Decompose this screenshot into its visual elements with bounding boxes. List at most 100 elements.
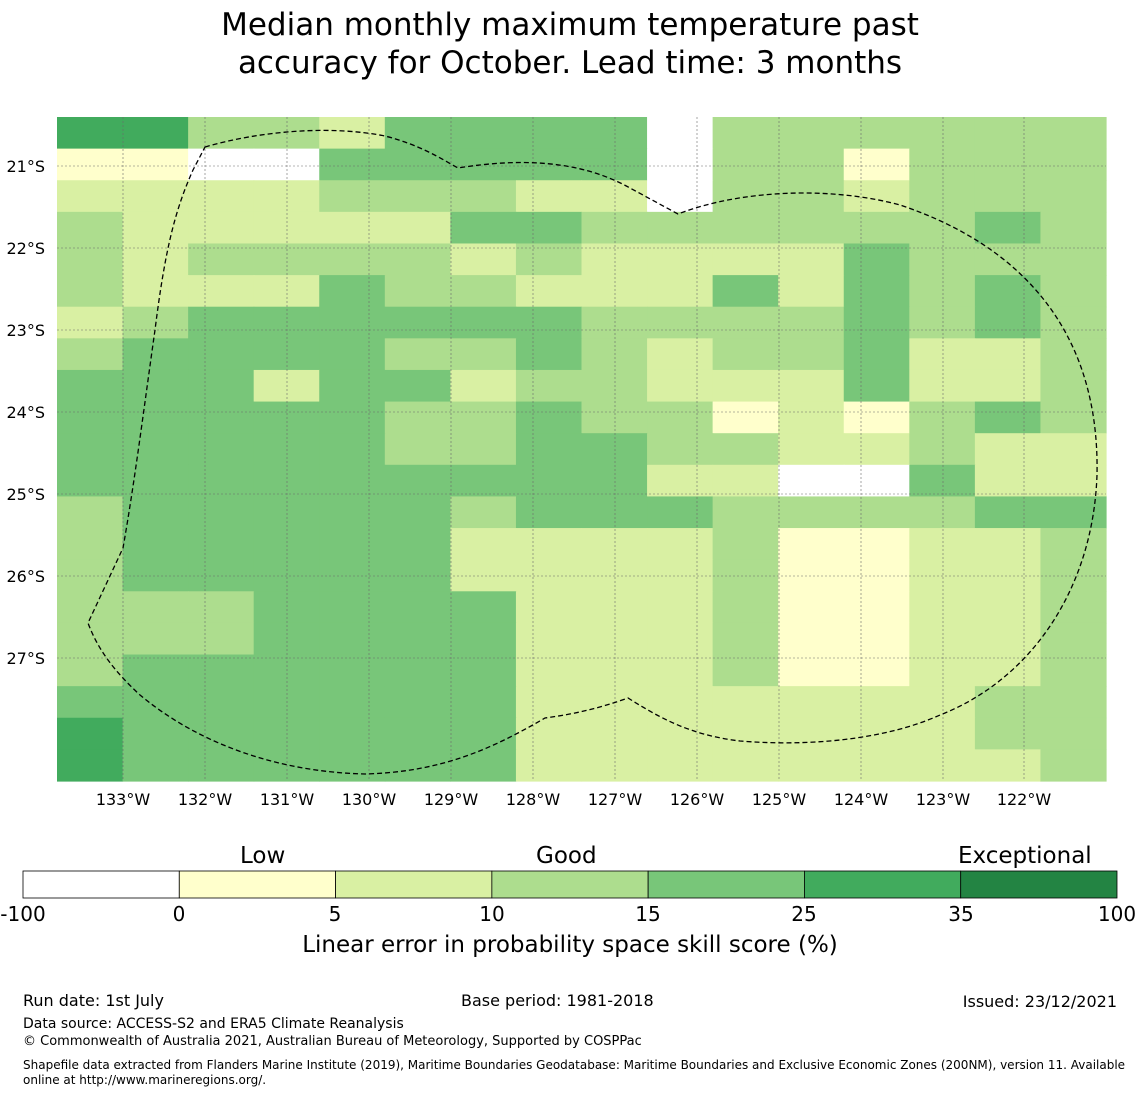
longitude-tick-label: 127°W [588,790,643,809]
grid-cell [384,686,451,719]
longitude-tick-label: 132°W [178,790,233,809]
grid-cell [450,654,517,687]
grid-cell [909,243,976,276]
grid-cell [384,180,451,213]
grid-cell [581,622,648,656]
grid-cell [909,211,976,245]
shapefile-credit-line-1: Shapefile data extracted from Flanders M… [23,1058,1126,1072]
grid-cell [647,559,714,592]
grid-cell [712,401,779,434]
title-line-1: Median monthly maximum temperature past [221,7,919,43]
latitude-tick-label: 23°S [6,321,45,340]
grid-cell [450,686,517,719]
grid-cell [712,591,779,624]
grid-cell [188,654,255,687]
grid-cell [909,464,976,498]
grid-cell [515,749,583,782]
grid-cell [974,180,1042,213]
grid-cell [974,654,1042,687]
colorbar-tick: -100 [0,902,46,926]
grid-cell [647,211,714,245]
grid-cell [778,496,845,529]
grid-cell [909,401,976,434]
grid-cell [712,369,779,403]
grid-cell [974,369,1042,403]
colorbar-tick: 0 [172,902,186,926]
grid-cell [843,496,910,529]
grid-cell [122,654,189,687]
grid-cell [581,338,648,371]
longitude-tick-label: 129°W [424,790,479,809]
grid-cell [1040,496,1107,529]
grid-cell [319,528,386,561]
grid-cell [778,464,845,498]
grid-cell [647,369,714,403]
grid-cell [384,243,451,276]
grid-cell [843,369,910,403]
grid-cell [122,338,189,371]
grid-cell [1040,369,1107,403]
legend-exceptional-label: Exceptional [958,843,1092,869]
grid-cell [319,717,386,750]
longitude-tick-label: 130°W [342,790,397,809]
grid-cell [647,686,714,719]
grid-cell [909,528,976,561]
grid-cell [712,117,779,150]
colorbar-block [647,870,805,899]
grid-cell [319,401,386,434]
grid-cell [843,117,910,150]
grid-cell [57,528,124,561]
grid-cell [515,717,583,750]
latitude-tick-label: 25°S [6,485,45,504]
grid-cell [843,275,910,308]
grid-cell [647,275,714,308]
grid-cell [712,243,779,276]
grid-cell [778,243,845,276]
grid-cell [712,749,779,782]
grid-cell [515,338,583,371]
grid-cell [188,528,255,561]
grid-cell [57,686,124,719]
grid-cell [450,275,517,308]
grid-cell [647,243,714,276]
grid-cell [319,275,386,308]
grid-cell [1040,622,1107,656]
grid-cell [188,117,255,150]
grid-cell [778,622,845,656]
grid-cell [57,306,124,339]
grid-cell [253,211,320,245]
latitude-tick-label: 27°S [6,649,45,668]
grid-cell [319,464,386,498]
grid-cell [57,433,124,466]
grid-cell [515,591,583,624]
grid-cell [712,622,779,656]
grid-cell [515,243,583,276]
grid-cell [122,117,189,150]
grid-cell [122,622,189,656]
grid-cell [778,401,845,434]
grid-cell [188,433,255,466]
grid-cell [712,180,779,213]
colorbar-block [335,870,493,899]
grid-cell [57,148,124,181]
grid-cell [450,749,517,782]
grid-cell [581,717,648,750]
grid-cell [122,528,189,561]
grid-cell [188,243,255,276]
latitude-tick-label: 26°S [6,567,45,586]
grid-cell [843,306,910,339]
grid-cell [122,433,189,466]
grid-cell [57,211,124,245]
colorbar-block [178,870,336,899]
grid-cell [1040,717,1107,750]
grid-cell [581,528,648,561]
latitude-tick-label: 22°S [6,239,45,258]
grid-cell [778,338,845,371]
eez-boundary [87,129,1098,775]
grid-cell [909,148,976,181]
grid-cell [778,654,845,687]
grid-cell [1040,306,1107,339]
grid-cell [647,338,714,371]
grid-cell [384,211,451,245]
grid-cell [319,496,386,529]
